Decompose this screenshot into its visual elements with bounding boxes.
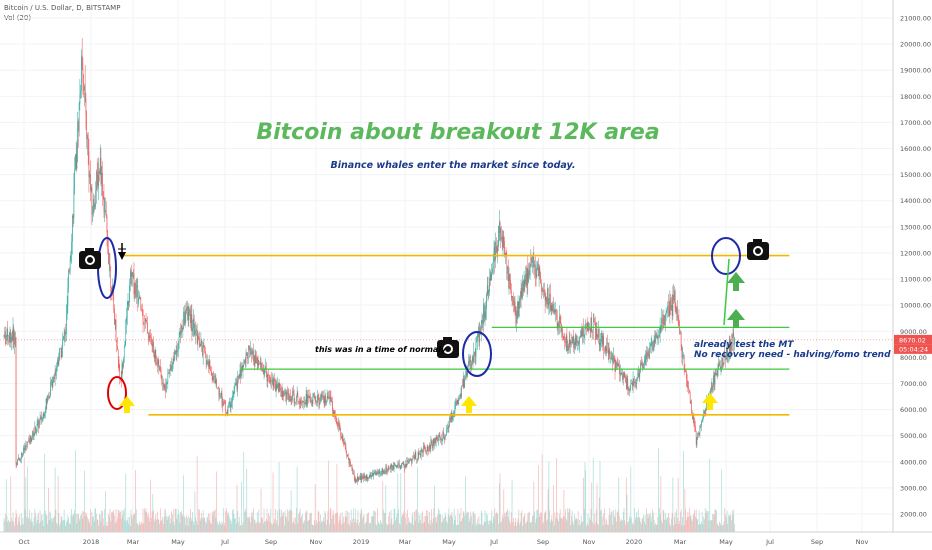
time-tick-label: Jul	[489, 538, 498, 546]
price-tick-label: 21000.00	[900, 15, 931, 23]
time-tick-label: 2018	[83, 538, 100, 546]
price-tick-label: 2000.00	[900, 511, 927, 519]
circle-2018-top	[97, 237, 117, 299]
price-tick-label: 9000.00	[900, 328, 927, 336]
time-tick-label: Mar	[674, 538, 687, 546]
current-price-label: 8670.02	[899, 336, 926, 344]
horizontal-levels	[121, 254, 790, 416]
circle-2018-bottom	[107, 376, 127, 410]
volume-bars	[3, 448, 735, 532]
price-tick-label: 13000.00	[900, 223, 931, 231]
price-tick-label: 7000.00	[900, 380, 927, 388]
candlesticks	[3, 38, 735, 485]
yellow-arrow-icon	[119, 396, 135, 413]
time-tick-label: May	[442, 538, 456, 546]
price-tick-label: 18000.00	[900, 93, 931, 101]
chart-title: Bitcoin about breakout 12K area	[256, 120, 659, 145]
time-tick-label: Sep	[265, 538, 277, 546]
price-tick-label: 5000.00	[900, 432, 927, 440]
annotation-note-right-1: already test the MT	[694, 340, 794, 350]
time-tick-label: May	[719, 538, 733, 546]
chart-symbol-label: Bitcoin / U.S. Dollar, D, BITSTAMP	[4, 4, 121, 12]
projection-line	[723, 258, 730, 326]
camera-icon[interactable]	[437, 337, 459, 358]
time-tick-label: Nov	[856, 538, 869, 546]
yellow-arrow-icon	[461, 396, 477, 413]
time-axis: Oct 2018 Mar May Jul Sep Nov 2019 Mar May Jul Sep No…	[18, 538, 868, 546]
price-tick-label: 17000.00	[900, 119, 931, 127]
camera-icon[interactable]	[747, 239, 769, 260]
time-tick-label: Jul	[220, 538, 229, 546]
time-tick-label: Oct	[18, 538, 30, 546]
chart-subtitle: Binance whales enter the market since to…	[331, 160, 576, 171]
price-tick-label: 3000.00	[900, 484, 927, 492]
time-tick-label: 2020	[626, 538, 643, 546]
time-tick-label: Mar	[399, 538, 412, 546]
time-tick-label: Jul	[765, 538, 774, 546]
annotation-note-right-2: No recovery need - halving/fomo trend	[694, 350, 891, 360]
camera-icon[interactable]	[79, 248, 101, 269]
circle-2020-target	[711, 237, 741, 275]
price-tick-label: 14000.00	[900, 197, 931, 205]
green-arrow-icon	[727, 272, 745, 291]
price-tick-label: 10000.00	[900, 302, 931, 310]
price-tick-label: 15000.00	[900, 171, 931, 179]
time-tick-label: Nov	[583, 538, 596, 546]
price-tick-label: 19000.00	[900, 67, 931, 75]
time-tick-label: May	[171, 538, 185, 546]
down-arrow-icon	[118, 243, 126, 260]
price-tick-label: 11000.00	[900, 276, 931, 284]
green-arrow-icon	[727, 309, 745, 328]
circle-2019-breakout	[462, 331, 492, 377]
price-tick-label: 4000.00	[900, 458, 927, 466]
price-axis: 2000.00 3000.00 4000.00 5000.00 6000.00 7000.…	[900, 15, 931, 519]
time-tick-label: Sep	[811, 538, 823, 546]
chart-grid	[0, 0, 893, 532]
time-tick-label: Sep	[537, 538, 549, 546]
price-tick-label: 12000.00	[900, 249, 931, 257]
price-tick-label: 20000.00	[900, 41, 931, 49]
time-tick-label: Mar	[127, 538, 140, 546]
time-tick-label: Nov	[310, 538, 323, 546]
annotation-note-left: this was in a time of normaly	[315, 345, 447, 354]
time-tick-label: 2019	[353, 538, 370, 546]
yellow-arrow-icon	[702, 393, 718, 410]
countdown-label: 05:04:24	[899, 345, 928, 353]
price-tick-label: 6000.00	[900, 406, 927, 414]
price-tick-label: 16000.00	[900, 145, 931, 153]
price-tick-label: 8000.00	[900, 354, 927, 362]
